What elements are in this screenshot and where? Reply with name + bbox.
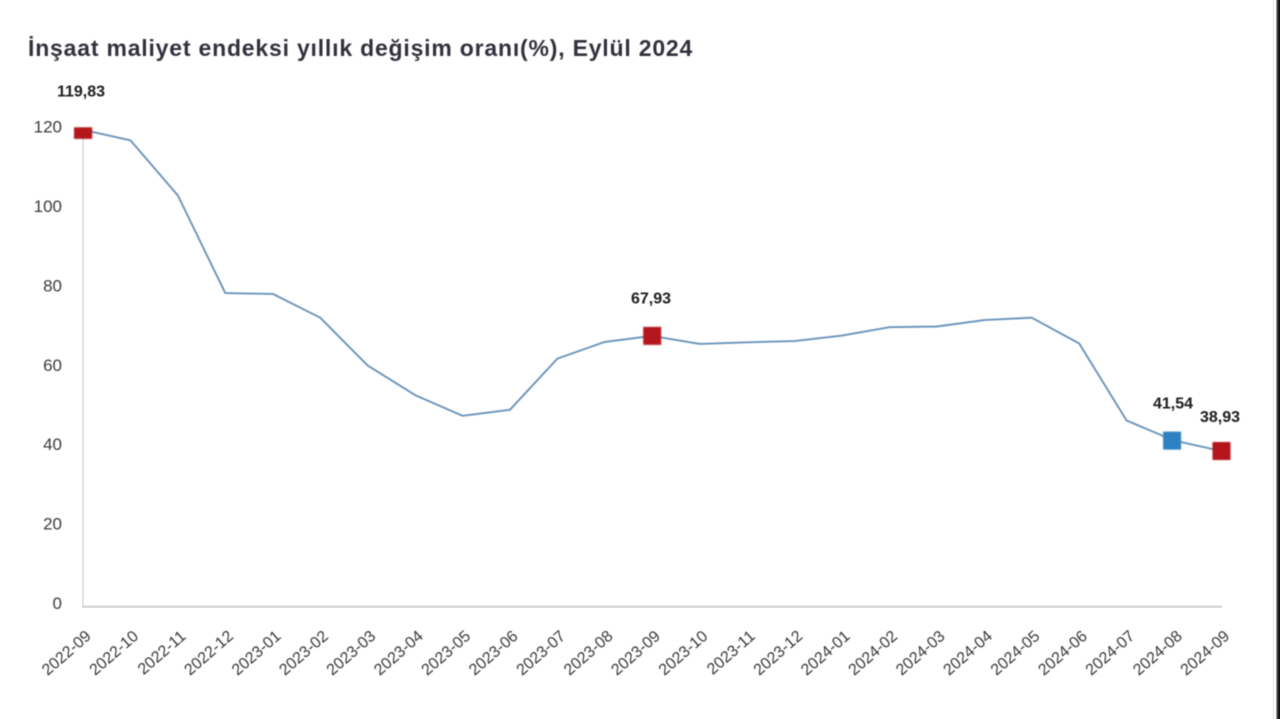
svg-text:2023-05: 2023-05 — [419, 628, 475, 679]
svg-text:2024-05: 2024-05 — [988, 628, 1044, 679]
svg-text:2023-09: 2023-09 — [608, 628, 664, 679]
svg-text:2022-09: 2022-09 — [39, 628, 95, 679]
svg-text:2024-09: 2024-09 — [1178, 628, 1234, 679]
svg-text:67,93: 67,93 — [631, 290, 671, 307]
svg-text:2022-12: 2022-12 — [181, 628, 237, 679]
svg-text:2023-12: 2023-12 — [751, 628, 807, 679]
svg-text:2023-01: 2023-01 — [229, 628, 285, 679]
svg-text:2023-11: 2023-11 — [704, 628, 759, 679]
svg-text:41,54: 41,54 — [1153, 396, 1193, 413]
svg-text:80: 80 — [43, 277, 62, 296]
svg-text:2024-07: 2024-07 — [1083, 628, 1139, 679]
svg-text:2024-02: 2024-02 — [846, 628, 902, 679]
svg-text:2023-08: 2023-08 — [561, 628, 617, 679]
svg-text:60: 60 — [43, 356, 62, 375]
svg-text:2022-11: 2022-11 — [135, 628, 190, 679]
svg-text:2023-10: 2023-10 — [656, 628, 712, 679]
svg-text:İnşaat maliyet endeksi yıllık: İnşaat maliyet endeksi yıllık değişim or… — [28, 35, 693, 61]
svg-text:38,93: 38,93 — [1200, 409, 1240, 426]
svg-text:120: 120 — [34, 118, 62, 137]
svg-text:119,83: 119,83 — [57, 84, 105, 101]
svg-text:2023-03: 2023-03 — [324, 628, 380, 679]
svg-text:2024-03: 2024-03 — [893, 628, 949, 679]
svg-text:2023-02: 2023-02 — [276, 628, 332, 679]
svg-text:0: 0 — [53, 594, 62, 613]
svg-text:2022-10: 2022-10 — [87, 628, 143, 679]
svg-text:40: 40 — [43, 435, 62, 454]
svg-text:2024-08: 2024-08 — [1130, 628, 1186, 679]
svg-text:2023-04: 2023-04 — [371, 628, 427, 679]
svg-text:2024-06: 2024-06 — [1035, 628, 1091, 679]
svg-text:2024-01: 2024-01 — [798, 628, 854, 679]
svg-text:100: 100 — [34, 197, 62, 216]
svg-text:20: 20 — [43, 515, 62, 534]
svg-text:2024-04: 2024-04 — [940, 628, 996, 679]
svg-text:2023-07: 2023-07 — [514, 628, 570, 679]
svg-text:2023-06: 2023-06 — [466, 628, 522, 679]
